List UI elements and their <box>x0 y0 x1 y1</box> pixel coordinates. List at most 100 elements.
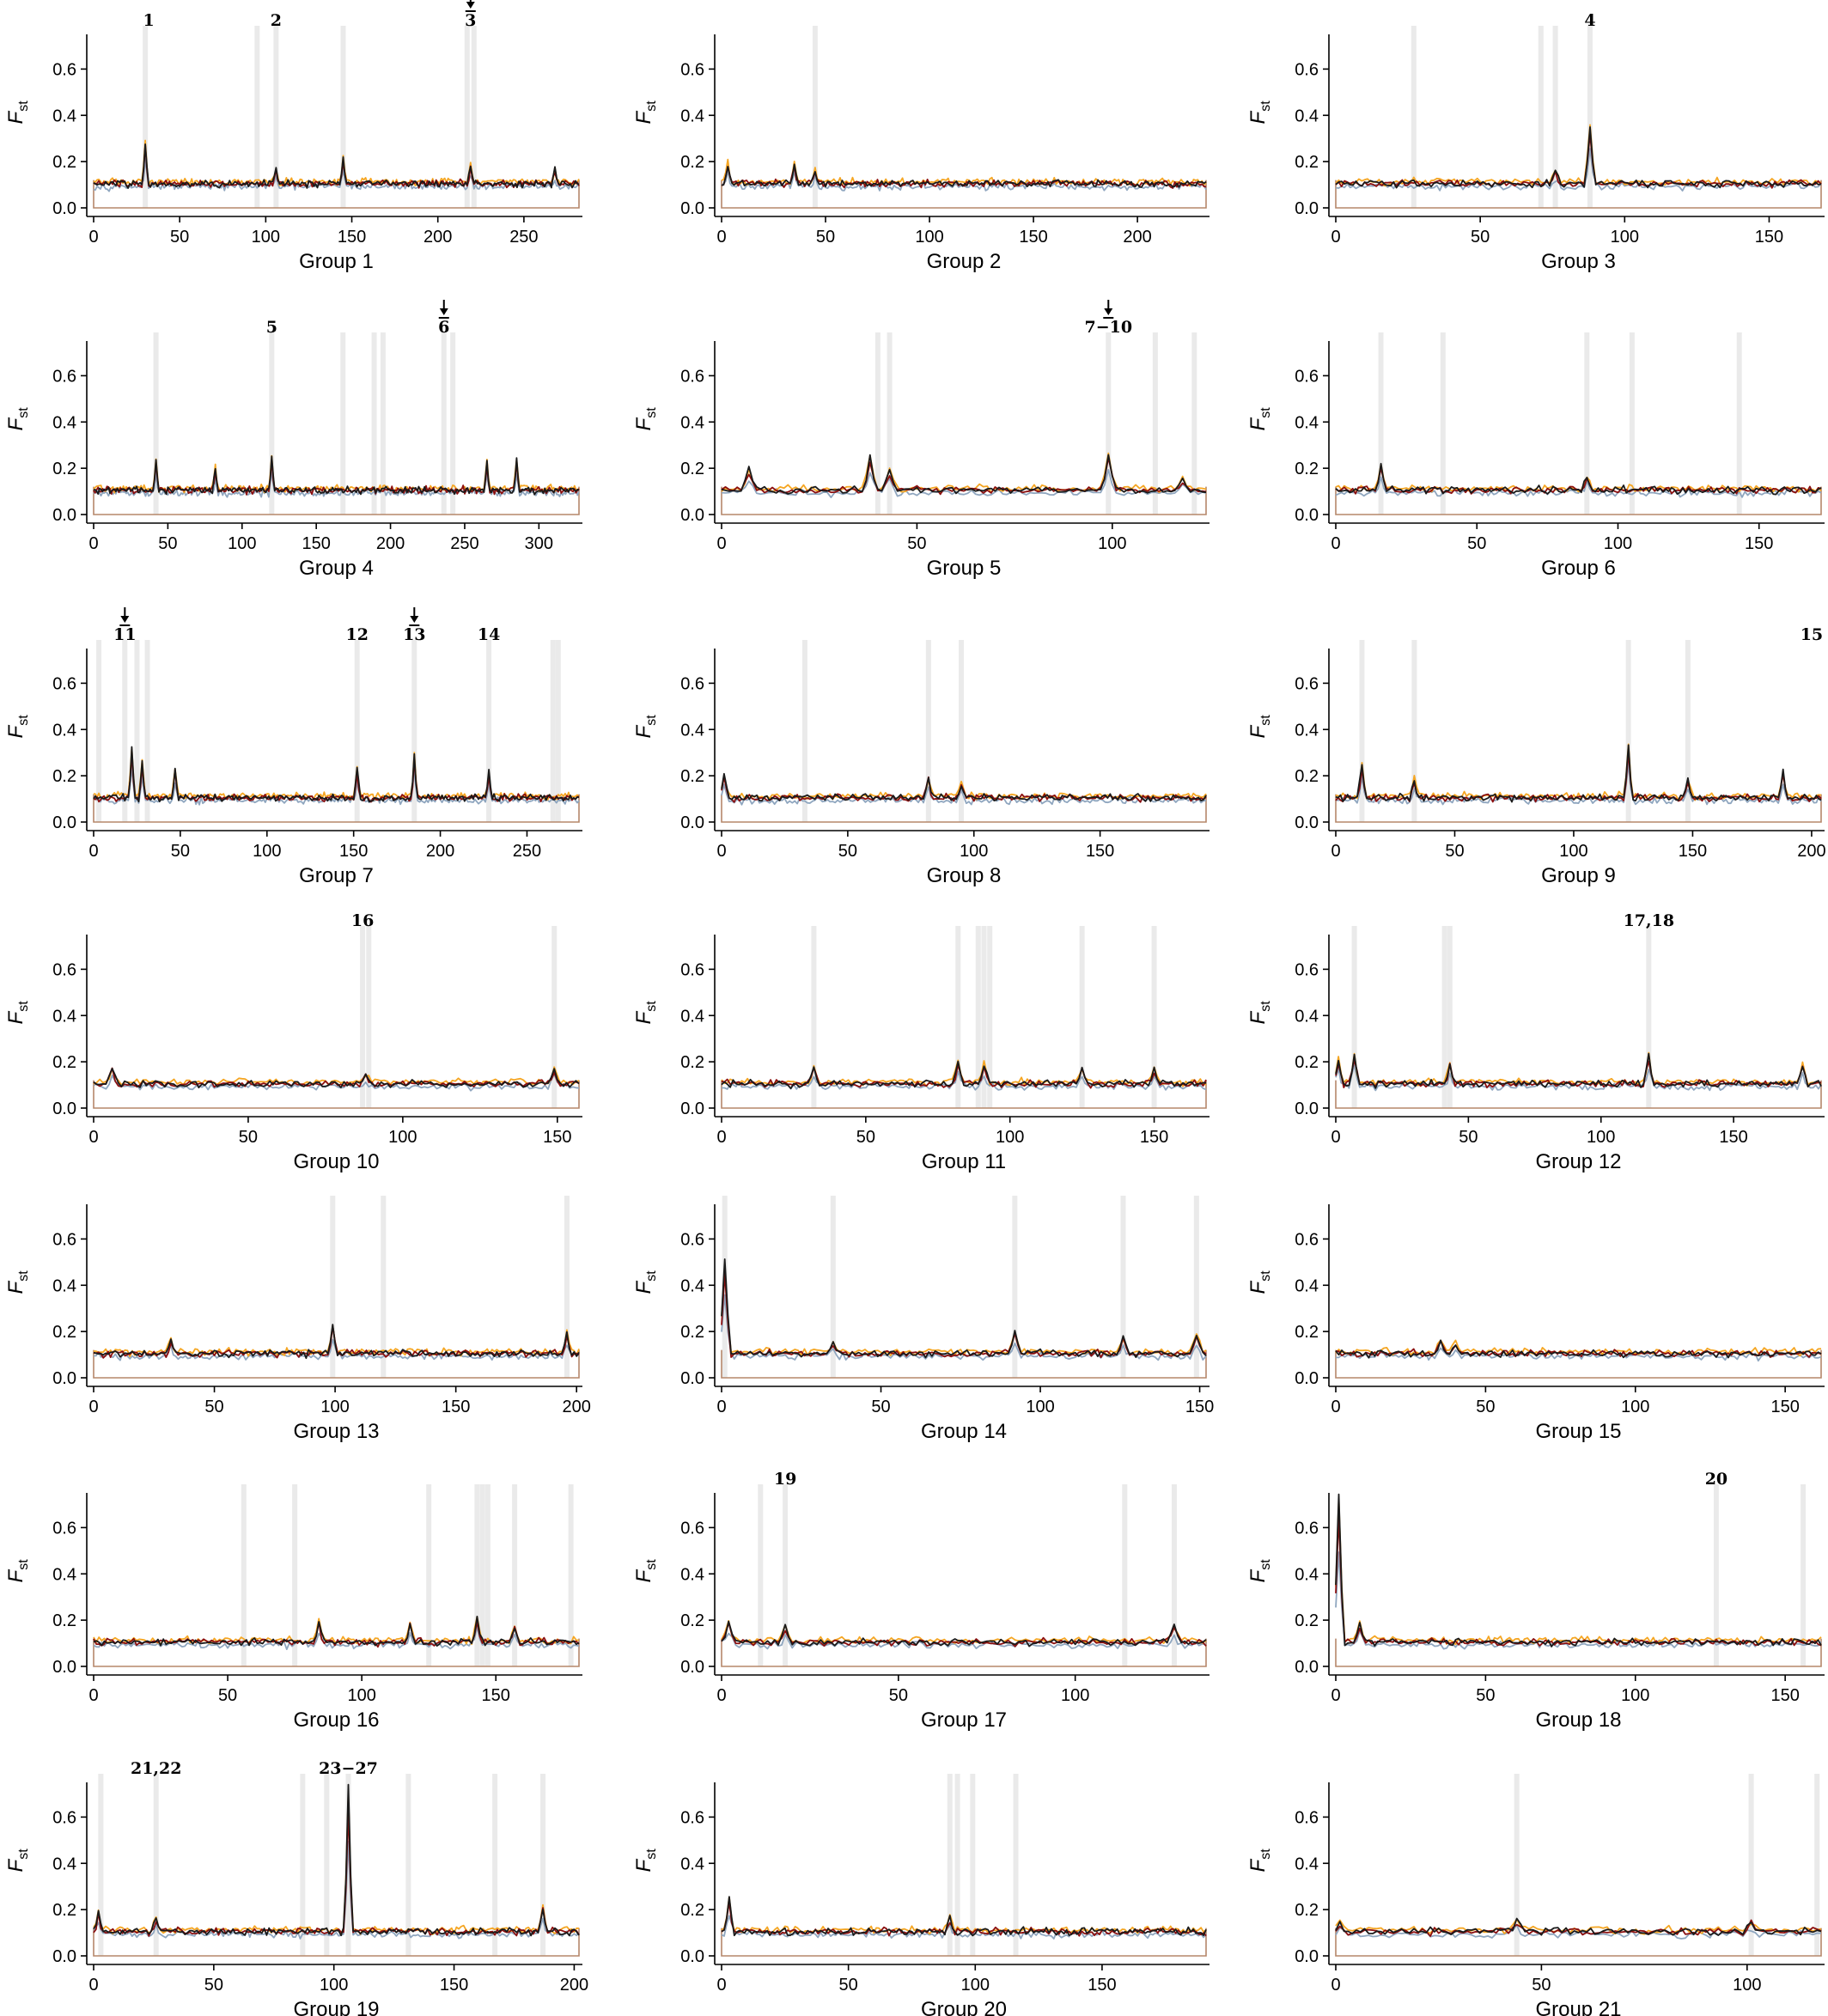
x-tick-label: 100 <box>960 842 988 861</box>
highlight-band <box>411 640 417 822</box>
highlight-band <box>405 1774 411 1956</box>
y-tick-label: 0.2 <box>52 153 76 172</box>
x-tick-label: 0 <box>88 1398 98 1416</box>
highlight-band <box>273 26 279 208</box>
highlight-band <box>874 332 880 515</box>
highlight-band <box>1122 1484 1128 1666</box>
x-tick-label: 200 <box>1123 228 1151 247</box>
highlight-band <box>954 1774 960 1956</box>
highlight-band <box>975 926 981 1108</box>
x-tick-label: 300 <box>525 534 553 553</box>
baseline-box <box>93 486 580 515</box>
y-tick-label: 0.6 <box>1295 960 1319 979</box>
fst-series-line <box>1335 1515 1822 1647</box>
fst-series-line <box>1335 763 1822 806</box>
x-tick-label: 0 <box>88 228 98 247</box>
fst-series-line <box>1335 124 1822 187</box>
fst-series-line <box>93 1616 580 1647</box>
y-tick-label: 0.2 <box>680 1611 704 1630</box>
panel-group-17: 0.0 0.2 0.4 0.6 0 50 100 Group 17 Fst 19 <box>632 1470 1210 1732</box>
y-tick-label: 0.0 <box>1295 199 1319 218</box>
panel-group-21: 0.0 0.2 0.4 0.6 0 50 100 Group 21 Fst <box>1246 1774 1825 2016</box>
x-tick-label: 50 <box>1532 1976 1551 1995</box>
x-tick-label: 150 <box>1755 228 1783 247</box>
y-tick-label: 0.2 <box>52 767 76 786</box>
y-tick-label: 0.4 <box>680 107 704 125</box>
x-axis-label: Group 19 <box>293 1998 379 2016</box>
y-tick-label: 0.0 <box>680 813 704 832</box>
x-tick-label: 150 <box>338 228 366 247</box>
baseline-box <box>1335 794 1822 823</box>
fst-series-line <box>1335 1919 1822 1937</box>
y-tick-label: 0.6 <box>52 1519 76 1538</box>
highlight-band <box>143 26 149 208</box>
x-tick-label: 250 <box>450 534 478 553</box>
fst-series-line <box>1335 1052 1822 1089</box>
x-tick-label: 100 <box>1611 228 1639 247</box>
x-tick-label: 0 <box>716 1128 726 1147</box>
highlight-band <box>783 1484 789 1666</box>
y-tick-label: 0.4 <box>680 413 704 432</box>
baseline-box <box>1335 180 1822 209</box>
x-tick-label: 50 <box>170 228 189 247</box>
highlight-band <box>371 332 377 515</box>
highlight-band <box>330 1196 336 1378</box>
fst-series-line <box>1335 1499 1822 1646</box>
y-tick-label: 0.0 <box>680 1947 704 1966</box>
x-axis-label: Group 12 <box>1535 1150 1621 1173</box>
y-axis-label: Fst <box>1246 407 1273 431</box>
highlight-band <box>801 640 807 822</box>
baseline-box <box>721 486 1207 515</box>
y-axis-label: Fst <box>4 715 31 739</box>
x-tick-label: 200 <box>423 228 452 247</box>
x-tick-label: 50 <box>1467 534 1486 553</box>
x-tick-label: 100 <box>388 1128 417 1147</box>
fst-series-line <box>721 169 1207 192</box>
peak-annotation: 20 <box>1705 1470 1727 1489</box>
highlight-band <box>1587 26 1593 208</box>
baseline-box <box>93 1080 580 1109</box>
y-tick-label: 0.4 <box>52 413 76 432</box>
y-tick-label: 0.4 <box>52 1565 76 1584</box>
y-tick-label: 0.0 <box>1295 1947 1319 1966</box>
panel-group-5: 0.0 0.2 0.4 0.6 0 50 100 Group 5 Fst 7−10 <box>632 300 1210 580</box>
y-tick-label: 0.6 <box>680 674 704 693</box>
fst-series-line <box>721 1896 1207 1937</box>
peak-annotation: 16 <box>351 911 374 930</box>
y-tick-label: 0.4 <box>1295 107 1319 125</box>
highlight-band <box>1713 1484 1719 1666</box>
x-tick-label: 100 <box>1098 534 1126 553</box>
fst-series-line <box>721 452 1207 494</box>
y-tick-label: 0.0 <box>52 1947 76 1966</box>
y-axis-label: Fst <box>4 407 31 431</box>
y-tick-label: 0.4 <box>680 1855 704 1873</box>
highlight-band <box>474 1484 480 1666</box>
x-axis-label: Group 13 <box>293 1420 379 1443</box>
x-axis-label: Group 7 <box>299 864 374 887</box>
x-tick-label: 50 <box>1476 1686 1495 1705</box>
x-axis-label: Group 10 <box>293 1150 379 1173</box>
x-tick-label: 150 <box>302 534 330 553</box>
peak-annotation: 14 <box>478 625 500 644</box>
peak-annotation: 19 <box>774 1470 796 1489</box>
y-tick-label: 0.2 <box>1295 767 1319 786</box>
highlight-band <box>568 1484 574 1666</box>
y-axis-label: Fst <box>632 1001 659 1025</box>
x-axis-label: Group 14 <box>921 1420 1007 1443</box>
highlight-band <box>1378 332 1384 515</box>
baseline-box <box>721 1638 1207 1667</box>
x-tick-label: 50 <box>171 842 190 861</box>
y-tick-label: 0.4 <box>680 1276 704 1295</box>
peak-annotation: 21,22 <box>131 1759 182 1778</box>
x-axis-label: Group 2 <box>927 250 1002 273</box>
fst-series-line <box>93 454 580 494</box>
x-tick-label: 150 <box>1088 1976 1116 1995</box>
highlight-band <box>1411 26 1417 208</box>
fst-series-line <box>721 1620 1207 1648</box>
x-tick-label: 50 <box>218 1686 237 1705</box>
highlight-band <box>981 926 987 1108</box>
y-tick-label: 0.2 <box>680 1323 704 1342</box>
y-tick-label: 0.4 <box>1295 413 1319 432</box>
y-tick-label: 0.0 <box>52 813 76 832</box>
highlight-band <box>1646 926 1652 1108</box>
